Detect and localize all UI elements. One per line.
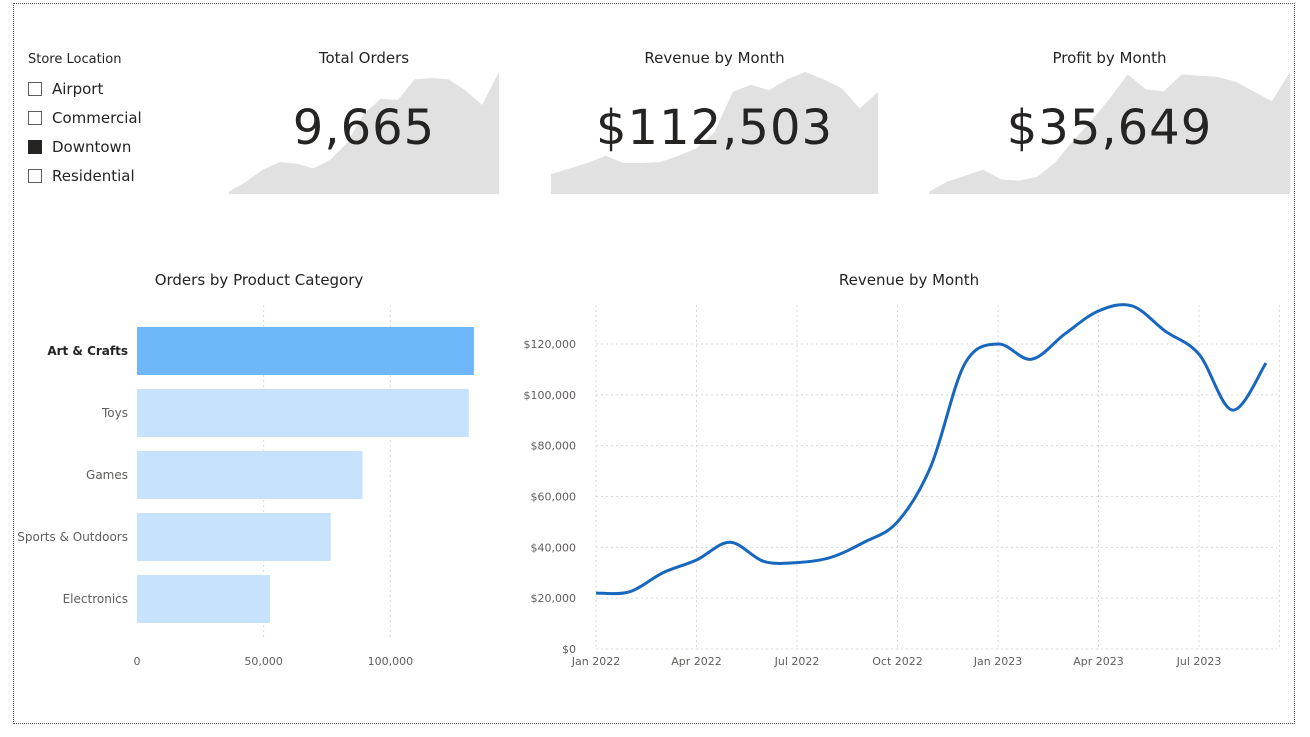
line-chart-title: Revenue by Month: [838, 271, 980, 289]
y-category-label: Sports & Outdoors: [17, 530, 128, 544]
bar[interactable]: [137, 389, 469, 437]
slicer-item-downtown[interactable]: Downtown: [28, 132, 188, 161]
revenue-line[interactable]: [595, 303, 1268, 596]
x-tick-label: Jul 2022: [774, 655, 820, 668]
bar[interactable]: [137, 451, 363, 499]
revenue-by-month-chart: Jan 2022 Apr 2022 Jul 2022 Oct 2022 Jan 2023…: [524, 303, 1280, 668]
profit-card[interactable]: Profit by Month $35,649: [929, 40, 1290, 200]
y-tick-label: $80,000: [531, 440, 577, 453]
total-orders-card[interactable]: Total Orders 9,665: [229, 40, 499, 200]
slicer-item-commercial[interactable]: Commercial: [28, 103, 188, 132]
bar[interactable]: [137, 513, 331, 561]
y-tick-label: $40,000: [531, 541, 577, 554]
card-title: Profit by Month: [1052, 49, 1167, 67]
y-tick-label: $120,000: [524, 338, 577, 351]
card-value: $35,649: [1006, 100, 1213, 156]
slicer-item-label: Commercial: [52, 108, 142, 127]
y-category-label: Games: [86, 468, 128, 482]
y-category-label: Toys: [101, 406, 128, 420]
x-tick-label: 100,000: [368, 655, 414, 668]
checkbox-icon[interactable]: [28, 110, 42, 125]
revenue-sparkline: [551, 72, 878, 194]
slicer-item-airport[interactable]: Airport: [28, 74, 188, 103]
orders-by-category-chart: 0 50,000 100,000 Art & Crafts Toys Games Sport…: [17, 305, 474, 668]
x-tick-label: Jan 2023: [973, 655, 1022, 668]
total-orders-sparkline: [229, 72, 499, 194]
y-category-label: Electronics: [63, 592, 128, 606]
y-tick-label: $100,000: [524, 389, 577, 402]
y-tick-label: $20,000: [531, 592, 577, 605]
sparkline-area: [551, 72, 878, 194]
bar[interactable]: [137, 327, 474, 375]
y-tick-label: $0: [562, 643, 576, 656]
y-tick-label: $60,000: [531, 491, 577, 504]
checkbox-icon[interactable]: [28, 168, 42, 183]
checkbox-icon[interactable]: [28, 81, 42, 96]
checkbox-checked-icon[interactable]: [28, 139, 42, 154]
x-tick-label: Oct 2022: [872, 655, 923, 668]
store-location-slicer: Store Location Airport Commercial Downto…: [28, 52, 188, 190]
y-category-label: Art & Crafts: [47, 344, 128, 358]
x-tick-label: Apr 2022: [671, 655, 722, 668]
sparkline-area: [229, 72, 499, 194]
card-value: $112,503: [595, 100, 834, 156]
x-tick-label: Jul 2023: [1176, 655, 1222, 668]
card-value: 9,665: [292, 100, 436, 156]
x-tick-label: Apr 2023: [1073, 655, 1124, 668]
bar[interactable]: [137, 575, 270, 623]
slicer-title: Store Location: [28, 52, 122, 67]
slicer-item-label: Airport: [52, 79, 104, 98]
profit-sparkline: [929, 72, 1290, 194]
report-canvas-frame: [13, 3, 1295, 724]
slicer-item-label: Residential: [52, 166, 135, 185]
card-title: Total Orders: [318, 49, 410, 67]
slicer-item-label: Downtown: [52, 137, 132, 156]
bar-chart-title: Orders by Product Category: [154, 271, 364, 289]
revenue-card[interactable]: Revenue by Month $112,503: [551, 40, 878, 200]
card-title: Revenue by Month: [644, 49, 785, 67]
sparkline-area: [929, 72, 1290, 194]
slicer-item-residential[interactable]: Residential: [28, 161, 188, 190]
x-tick-label: 50,000: [244, 655, 283, 668]
x-tick-label: 0: [134, 655, 141, 668]
x-tick-label: Jan 2022: [571, 655, 620, 668]
